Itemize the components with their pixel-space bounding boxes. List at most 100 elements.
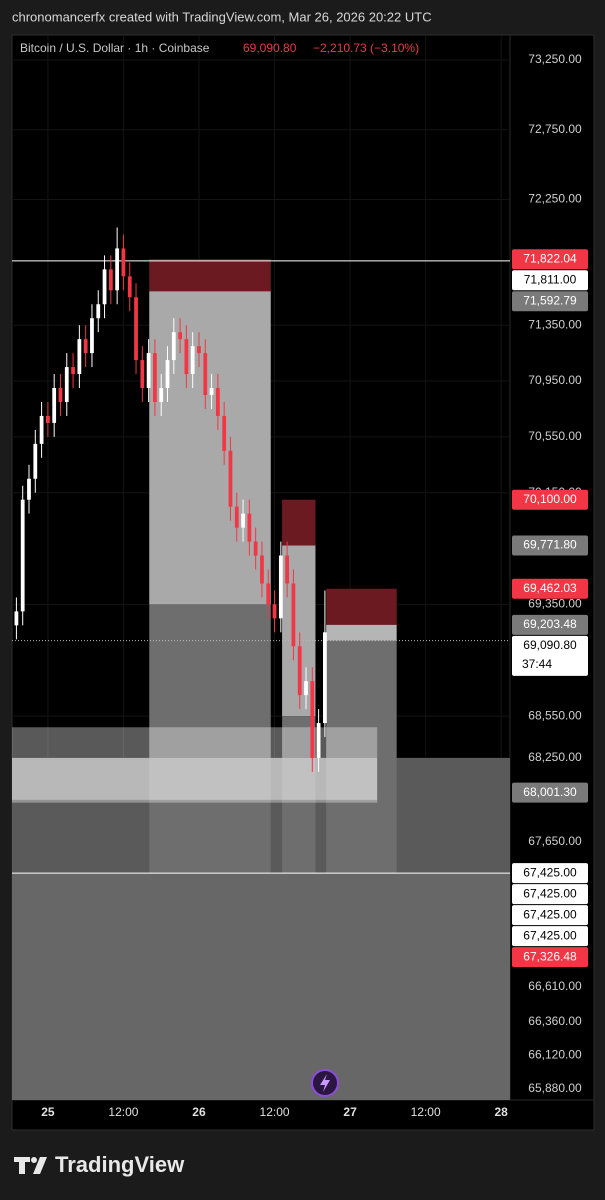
candle-body	[52, 388, 57, 423]
y-tick-label: 72,250.00	[528, 192, 582, 206]
candle-body	[310, 681, 315, 758]
x-tick-label: 12:00	[411, 1105, 441, 1119]
price-label-box	[512, 782, 588, 803]
price-label: 69,203.48	[523, 617, 577, 631]
price-label: 71,811.00	[524, 272, 577, 286]
position-zone	[12, 873, 510, 1100]
candle-body	[165, 360, 170, 389]
x-tick-label: 26	[192, 1105, 206, 1119]
countdown: 37:44	[522, 657, 552, 671]
price-label-box	[512, 614, 588, 635]
price-label-box	[512, 535, 588, 556]
position-zone	[149, 604, 271, 874]
y-tick-label: 68,550.00	[528, 708, 582, 722]
candle-body	[134, 297, 138, 361]
candle-body	[304, 681, 308, 696]
price-label-box	[512, 863, 588, 884]
candle-body	[140, 360, 145, 389]
candle-body	[178, 332, 182, 340]
candle-body	[108, 269, 113, 291]
candle-body	[64, 367, 69, 402]
candle-body	[285, 555, 290, 584]
candle-body	[127, 276, 132, 298]
candle-body	[90, 318, 94, 354]
position-zone	[282, 499, 316, 546]
position-zone	[149, 291, 271, 605]
candle-body	[272, 604, 277, 619]
x-tick-label: 28	[495, 1105, 509, 1119]
y-tick-label: 65,880.00	[528, 1081, 582, 1095]
price-label: 67,425.00	[523, 865, 577, 879]
candle-body	[71, 367, 75, 375]
candle-body	[190, 346, 195, 375]
price-label-box	[512, 291, 588, 312]
y-tick-label: 70,950.00	[528, 373, 582, 387]
candle-body	[33, 443, 38, 479]
brand-name: TradingView	[55, 1152, 185, 1177]
price-label-box	[512, 884, 588, 905]
candle-body	[222, 415, 227, 451]
y-tick-label: 68,250.00	[528, 750, 582, 764]
y-tick-label: 66,360.00	[528, 1014, 582, 1028]
y-tick-label: 66,120.00	[528, 1047, 582, 1061]
price-label: 71,592.79	[523, 293, 577, 307]
last-price: 69,090.80	[243, 41, 297, 55]
candle-body	[266, 583, 271, 605]
x-tick-label: 27	[343, 1105, 357, 1119]
candle-body	[253, 541, 258, 556]
price-label-box	[512, 249, 588, 270]
candle-body	[247, 513, 252, 542]
candle-body	[20, 499, 25, 612]
position-zone	[149, 259, 271, 292]
candle-body	[58, 388, 63, 402]
candle-body	[121, 248, 126, 277]
price-label-box	[512, 926, 588, 947]
candle-body	[171, 332, 176, 361]
position-zone	[326, 640, 397, 874]
price-label-box	[512, 635, 588, 676]
candle-body	[323, 632, 327, 724]
candle-body	[241, 513, 245, 528]
position-zone	[326, 624, 397, 641]
price-label-box	[512, 905, 588, 926]
candle-body	[115, 248, 120, 291]
y-tick-label: 72,750.00	[528, 122, 582, 136]
candle-body	[215, 388, 220, 416]
price-label: 67,425.00	[523, 886, 577, 900]
overlay: Bitcoin / U.S. Dollar · 1h · Coinbase 69…	[14, 41, 419, 1177]
candle-body	[291, 583, 296, 647]
candle-body	[14, 611, 19, 626]
candle-body	[316, 723, 321, 758]
candle-body	[278, 555, 283, 619]
price-change: −2,210.73 (−3.10%)	[313, 41, 419, 55]
price-label: 67,425.00	[523, 907, 577, 921]
y-tick-label: 67,650.00	[528, 834, 582, 848]
candle-body	[39, 415, 44, 444]
price-label: 69,090.80	[523, 638, 577, 652]
x-tick-label: 12:00	[260, 1105, 290, 1119]
y-tick-label: 69,350.00	[528, 597, 582, 611]
price-label-box	[512, 489, 588, 510]
price-label-box	[512, 578, 588, 599]
brand-logo	[14, 1157, 47, 1174]
price-label: 67,326.48	[523, 949, 577, 963]
candle-body	[77, 339, 82, 375]
symbol-title: Bitcoin / U.S. Dollar · 1h · Coinbase	[20, 41, 210, 55]
candle-body	[209, 388, 214, 395]
price-label: 69,462.03	[523, 581, 577, 595]
price-label: 70,100.00	[523, 492, 577, 506]
price-label-box	[512, 270, 588, 291]
candle-body	[153, 353, 157, 402]
price-label: 68,001.30	[523, 785, 577, 799]
price-label: 71,822.04	[523, 251, 577, 265]
candle-body	[83, 339, 88, 354]
price-label: 67,425.00	[523, 928, 577, 942]
candle-body	[197, 346, 201, 354]
candle-body	[184, 339, 189, 375]
candle-body	[45, 415, 50, 423]
y-tick-label: 66,610.00	[528, 979, 582, 993]
candle-body	[146, 353, 151, 389]
y-tick-label: 71,350.00	[528, 317, 582, 331]
